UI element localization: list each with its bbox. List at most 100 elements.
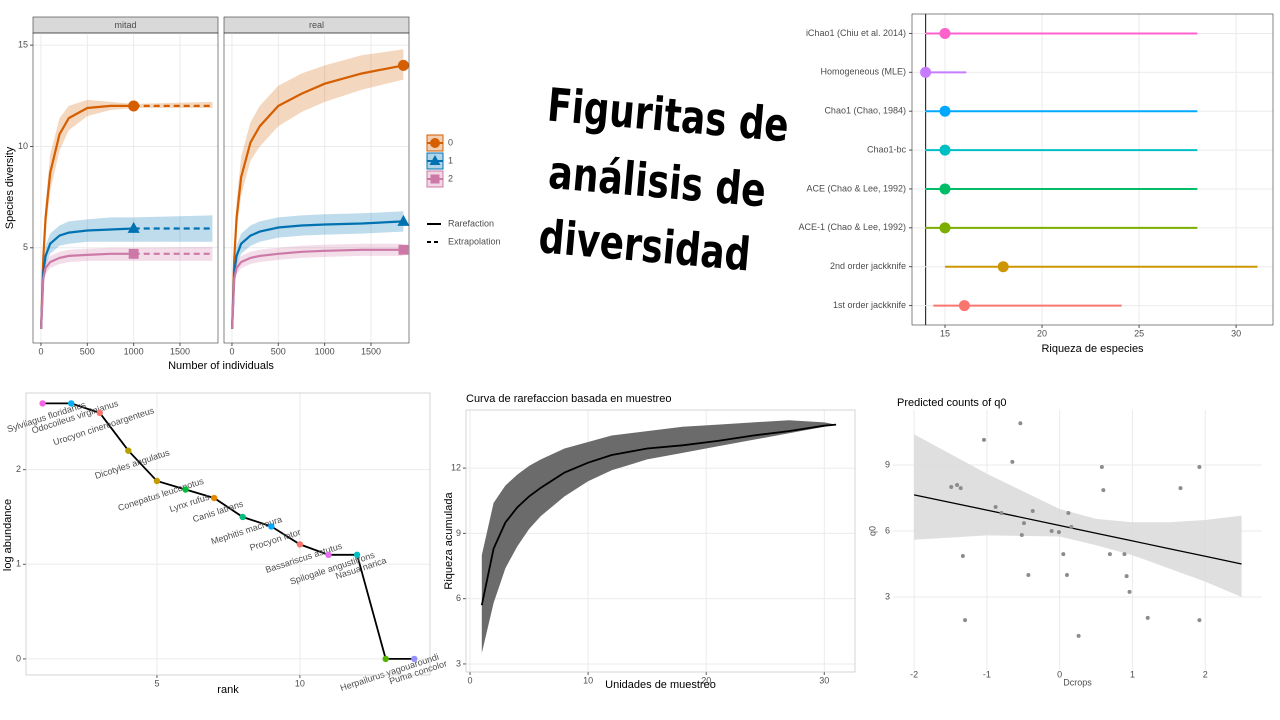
panel-border <box>465 409 856 673</box>
x-tick-label: 10 <box>583 675 593 685</box>
point <box>1056 530 1061 535</box>
x-tick-label: 5 <box>154 678 159 688</box>
point <box>958 300 970 312</box>
point <box>353 551 361 559</box>
x-tick-label: 10 <box>295 678 305 688</box>
point <box>1019 532 1024 537</box>
point <box>999 510 1004 515</box>
point <box>1099 464 1104 469</box>
strip-label: real <box>309 20 324 30</box>
point <box>963 618 968 623</box>
y-tick-label: 2 <box>16 464 21 474</box>
confidence-band <box>232 243 404 329</box>
y-tick-label: 3 <box>456 658 461 668</box>
point <box>939 222 951 234</box>
legend-label: Rarefaction <box>448 218 494 228</box>
x-tick-label: -1 <box>983 669 991 679</box>
legend-label: 1 <box>448 155 453 165</box>
x-tick-label: 1000 <box>124 346 144 356</box>
point <box>1197 618 1202 623</box>
marker <box>398 244 409 255</box>
y-tick-label: Chao1-bc <box>867 144 907 154</box>
point <box>1030 508 1035 513</box>
point <box>1061 552 1066 557</box>
panel-border <box>25 392 431 676</box>
point <box>182 486 189 493</box>
point <box>39 400 46 407</box>
panel <box>26 393 430 675</box>
panel-border <box>32 32 219 344</box>
point <box>1197 464 1202 469</box>
confidence-band <box>914 434 1242 597</box>
confidence-band <box>133 101 213 108</box>
y-axis-label: log abundance <box>2 499 14 571</box>
rank-line <box>42 402 415 660</box>
rarefaction-line <box>40 104 134 329</box>
point <box>939 105 951 117</box>
marker <box>397 59 409 71</box>
y-axis-label: Riqueza acumulada <box>443 492 455 590</box>
x-tick-label: 500 <box>271 346 286 356</box>
x-tick-label: 20 <box>701 675 711 685</box>
y-tick-label: 3 <box>885 591 890 601</box>
legend-label: Extrapolation <box>448 236 501 246</box>
point <box>1026 572 1031 577</box>
y-tick-label: 2nd order jackknife <box>830 261 906 271</box>
rarefaction-line <box>40 227 134 329</box>
marker <box>127 221 140 233</box>
y-tick-label: ACE-1 (Chao & Lee, 1992) <box>798 222 906 232</box>
line <box>480 423 837 606</box>
y-tick-label: Homogeneous (MLE) <box>820 67 906 77</box>
point <box>939 27 951 39</box>
point <box>1145 615 1150 620</box>
rarefaction-line <box>231 220 404 329</box>
panel-border <box>911 13 1274 326</box>
y-tick-label: 9 <box>885 459 890 469</box>
point <box>958 486 963 491</box>
x-tick-label: 2 <box>1203 669 1208 679</box>
marker <box>128 248 139 259</box>
y-tick-label: 1 <box>16 559 21 569</box>
point <box>268 523 275 530</box>
legend-label: 2 <box>448 173 453 183</box>
y-tick-label: 15 <box>18 40 28 50</box>
point <box>1101 488 1106 493</box>
x-tick-label: 15 <box>940 328 950 338</box>
marker <box>128 100 140 112</box>
point <box>1010 459 1015 464</box>
x-tick-label: -2 <box>910 669 918 679</box>
y-tick-label: iChao1 (Chiu et al. 2014) <box>806 28 906 38</box>
x-axis-label: Unidades de muestreo <box>605 679 716 691</box>
point <box>1049 528 1054 533</box>
point <box>1127 589 1132 594</box>
point <box>296 541 304 548</box>
panel <box>33 33 218 343</box>
y-tick-label: ACE (Chao & Lee, 1992) <box>806 183 906 193</box>
point <box>210 494 218 502</box>
point <box>920 66 932 78</box>
x-axis-label: Dcrops <box>1063 677 1092 687</box>
x-tick-label: 0 <box>229 346 234 356</box>
x-axis-label: Riqueza de especies <box>1041 343 1144 355</box>
point <box>939 144 951 156</box>
x-tick-label: 1000 <box>315 346 335 356</box>
x-axis-label: Number of individuals <box>168 360 274 372</box>
point <box>1022 521 1027 526</box>
rarefaction-line <box>231 64 404 329</box>
confidence-band <box>481 420 837 654</box>
point <box>981 437 986 442</box>
x-tick-label: 30 <box>819 675 829 685</box>
point <box>239 513 246 521</box>
point <box>411 655 418 663</box>
y-tick-label: 5 <box>23 242 28 252</box>
y-axis-label: Species diversity <box>4 146 16 229</box>
rarefaction-line <box>40 252 134 329</box>
point <box>382 655 389 663</box>
marker <box>429 155 441 165</box>
panel <box>224 33 409 343</box>
point <box>1076 633 1081 638</box>
point <box>1124 574 1129 579</box>
point <box>997 261 1009 273</box>
confidence-band <box>133 246 213 261</box>
